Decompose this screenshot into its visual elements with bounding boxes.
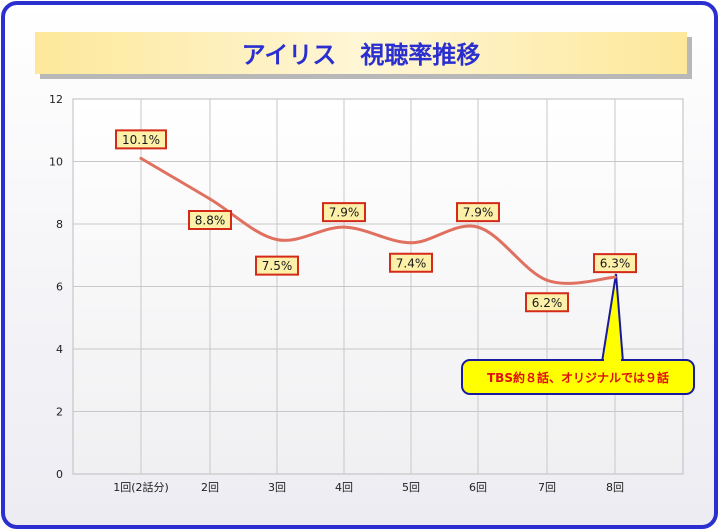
data-point xyxy=(409,241,413,245)
data-point xyxy=(275,238,279,242)
data-label: 7.5% xyxy=(262,259,293,273)
y-tick-label: 10 xyxy=(49,156,63,169)
data-labels: 10.1% 8.8% 7.5% 7.9% 7.4% 7.9% 6.2% 6.3% xyxy=(115,129,637,313)
data-label-box xyxy=(188,210,232,230)
y-tick-label: 2 xyxy=(56,406,63,419)
x-tick-label: 6回 xyxy=(469,481,487,494)
y-tick-label: 0 xyxy=(56,468,63,481)
data-label: 7.9% xyxy=(463,206,494,220)
x-tick-label: 2回 xyxy=(201,481,219,494)
data-label: 7.4% xyxy=(396,256,427,270)
data-label-box xyxy=(322,202,366,223)
y-tick-label: 8 xyxy=(56,218,63,231)
data-label-box xyxy=(525,292,569,313)
title-bar xyxy=(35,32,687,74)
data-label: 10.1% xyxy=(122,133,160,147)
y-axis-ticks: 0 2 4 6 8 10 12 xyxy=(49,93,63,481)
y-tick-label: 12 xyxy=(49,93,63,106)
data-point xyxy=(476,225,480,229)
x-tick-label: 7回 xyxy=(538,481,556,494)
x-axis-ticks: 1回(2話分) 2回 3回 4回 5回 6回 7回 8回 xyxy=(113,480,624,494)
grid xyxy=(73,99,683,474)
data-point xyxy=(139,156,143,160)
x-tick-label: 5回 xyxy=(402,481,420,494)
data-point xyxy=(208,197,212,201)
y-tick-label: 4 xyxy=(56,343,63,356)
data-label-box xyxy=(593,253,637,274)
x-tick-label: 4回 xyxy=(335,481,353,494)
data-label-box xyxy=(456,202,500,223)
data-label: 6.2% xyxy=(532,296,563,310)
callout-box xyxy=(461,359,695,395)
data-points xyxy=(139,156,617,282)
data-label: 6.3% xyxy=(600,257,631,271)
data-point xyxy=(545,278,549,282)
data-point xyxy=(342,225,346,229)
x-tick-label: 8回 xyxy=(606,481,624,494)
x-tick-label: 1回(2話分) xyxy=(113,480,169,494)
chart-title: アイリス 視聴率推移 xyxy=(242,41,481,69)
data-label-box xyxy=(255,255,299,276)
callout-pointer-join xyxy=(604,359,621,363)
series-line xyxy=(139,156,617,285)
data-point xyxy=(613,275,617,279)
y-tick-label: 6 xyxy=(56,281,63,294)
data-label-box xyxy=(115,129,167,150)
data-label: 7.9% xyxy=(329,206,360,220)
callout-text: TBS約８話、オリジナルでは９話 xyxy=(487,370,669,385)
data-label-box xyxy=(389,252,433,273)
data-label: 8.8% xyxy=(195,214,226,228)
x-tick-label: 3回 xyxy=(268,481,286,494)
